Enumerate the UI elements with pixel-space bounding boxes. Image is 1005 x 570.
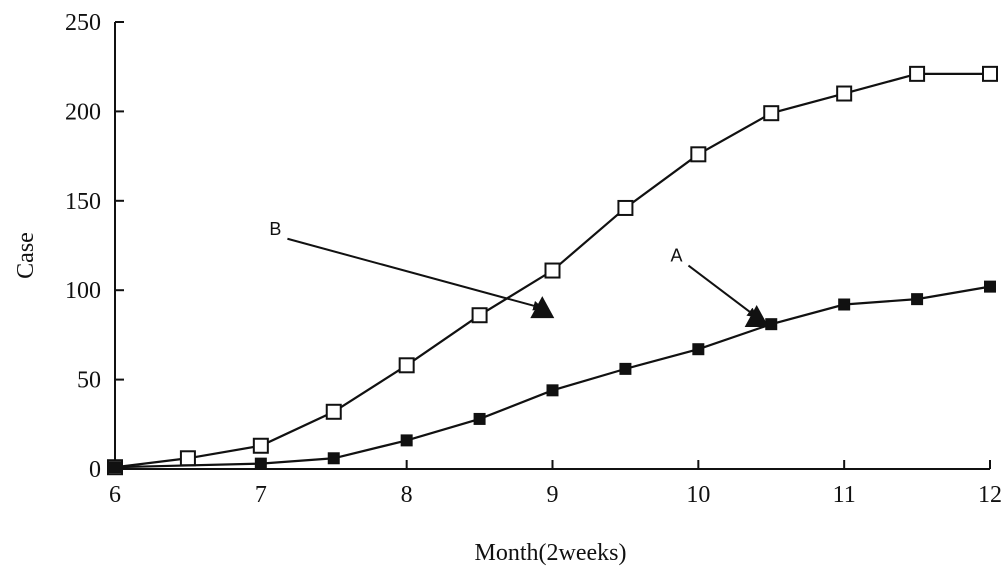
data-point-series-1 [836,85,853,102]
data-point-series-2 [546,384,559,397]
annotation-arrow [687,264,758,318]
data-point-series-2 [254,457,267,470]
x-tick-label: 11 [833,482,856,508]
data-point-series-2 [619,362,632,375]
data-point-series-1 [325,403,342,420]
annotation-label: B [269,219,281,239]
x-axis-title: Month(2weeks) [475,540,627,566]
data-point-series-1 [690,146,707,163]
y-tick-label: 200 [65,99,101,125]
data-point-series-2 [911,293,924,306]
annotations: BA [269,219,769,328]
annotation-label: A [670,246,682,266]
data-point-series-2 [327,452,340,465]
data-point-series-1 [544,262,561,279]
x-tick-label: 9 [547,482,559,508]
series-line-2 [114,285,991,469]
data-point-series-2 [400,434,413,447]
data-point-series-1 [252,437,269,454]
data-point-series-2 [765,318,778,331]
data-point-series-1 [982,65,998,82]
y-tick-label: 250 [65,10,101,36]
x-tick-label: 10 [686,482,710,508]
data-point-series-2 [473,412,486,425]
data-point-series-1 [179,450,196,467]
y-axis-title: Case [13,232,39,279]
y-tick-label: 0 [89,457,101,483]
data-point-series-2 [984,280,996,293]
data-point-series-1 [909,65,926,82]
data-point-series-1 [617,199,634,216]
y-tick-label: 150 [65,189,101,215]
series-group [107,65,998,476]
x-tick-label: 7 [255,482,267,508]
data-point-series-2 [838,298,851,311]
data-point-series-2 [692,343,705,356]
y-tick-label: 50 [77,368,101,394]
axes: 0 50 100 150 200 250 6 7 8 9 10 11 12 [65,10,1002,508]
x-tick-label: 6 [109,482,121,508]
x-tick-label: 8 [401,482,413,508]
annotation-triangle-marker [530,296,555,319]
annotation-triangle-marker [744,305,769,328]
annotation-arrow [287,237,544,311]
data-point-series-1 [398,357,415,374]
data-point-series-1 [763,105,780,122]
data-point-series-1 [471,307,488,324]
y-tick-label: 100 [65,278,101,304]
data-point-series-2 [109,461,121,474]
x-tick-label: 12 [978,482,1002,508]
